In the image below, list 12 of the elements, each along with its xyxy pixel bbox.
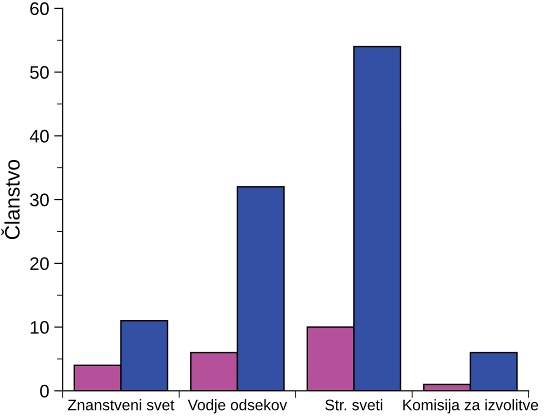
y-tick-label: 10 [30,321,49,334]
x-tick-label: Znanstveni svet [68,399,174,410]
x-tick-label: Vodje odsekov [188,399,288,414]
y-tick-label: 60 [30,2,49,16]
x-tick-label: Komisija za izvolitve [403,399,538,414]
x-tick-label: Str. sveti [325,399,382,410]
y-tick-label: 50 [30,66,49,79]
y-axis-title: Članstvo [1,160,20,240]
y-tick-label: 0 [40,384,49,398]
y-tick-label: 20 [30,257,49,270]
y-tick-label: 30 [30,194,49,206]
y-tick-label: 40 [30,130,49,143]
